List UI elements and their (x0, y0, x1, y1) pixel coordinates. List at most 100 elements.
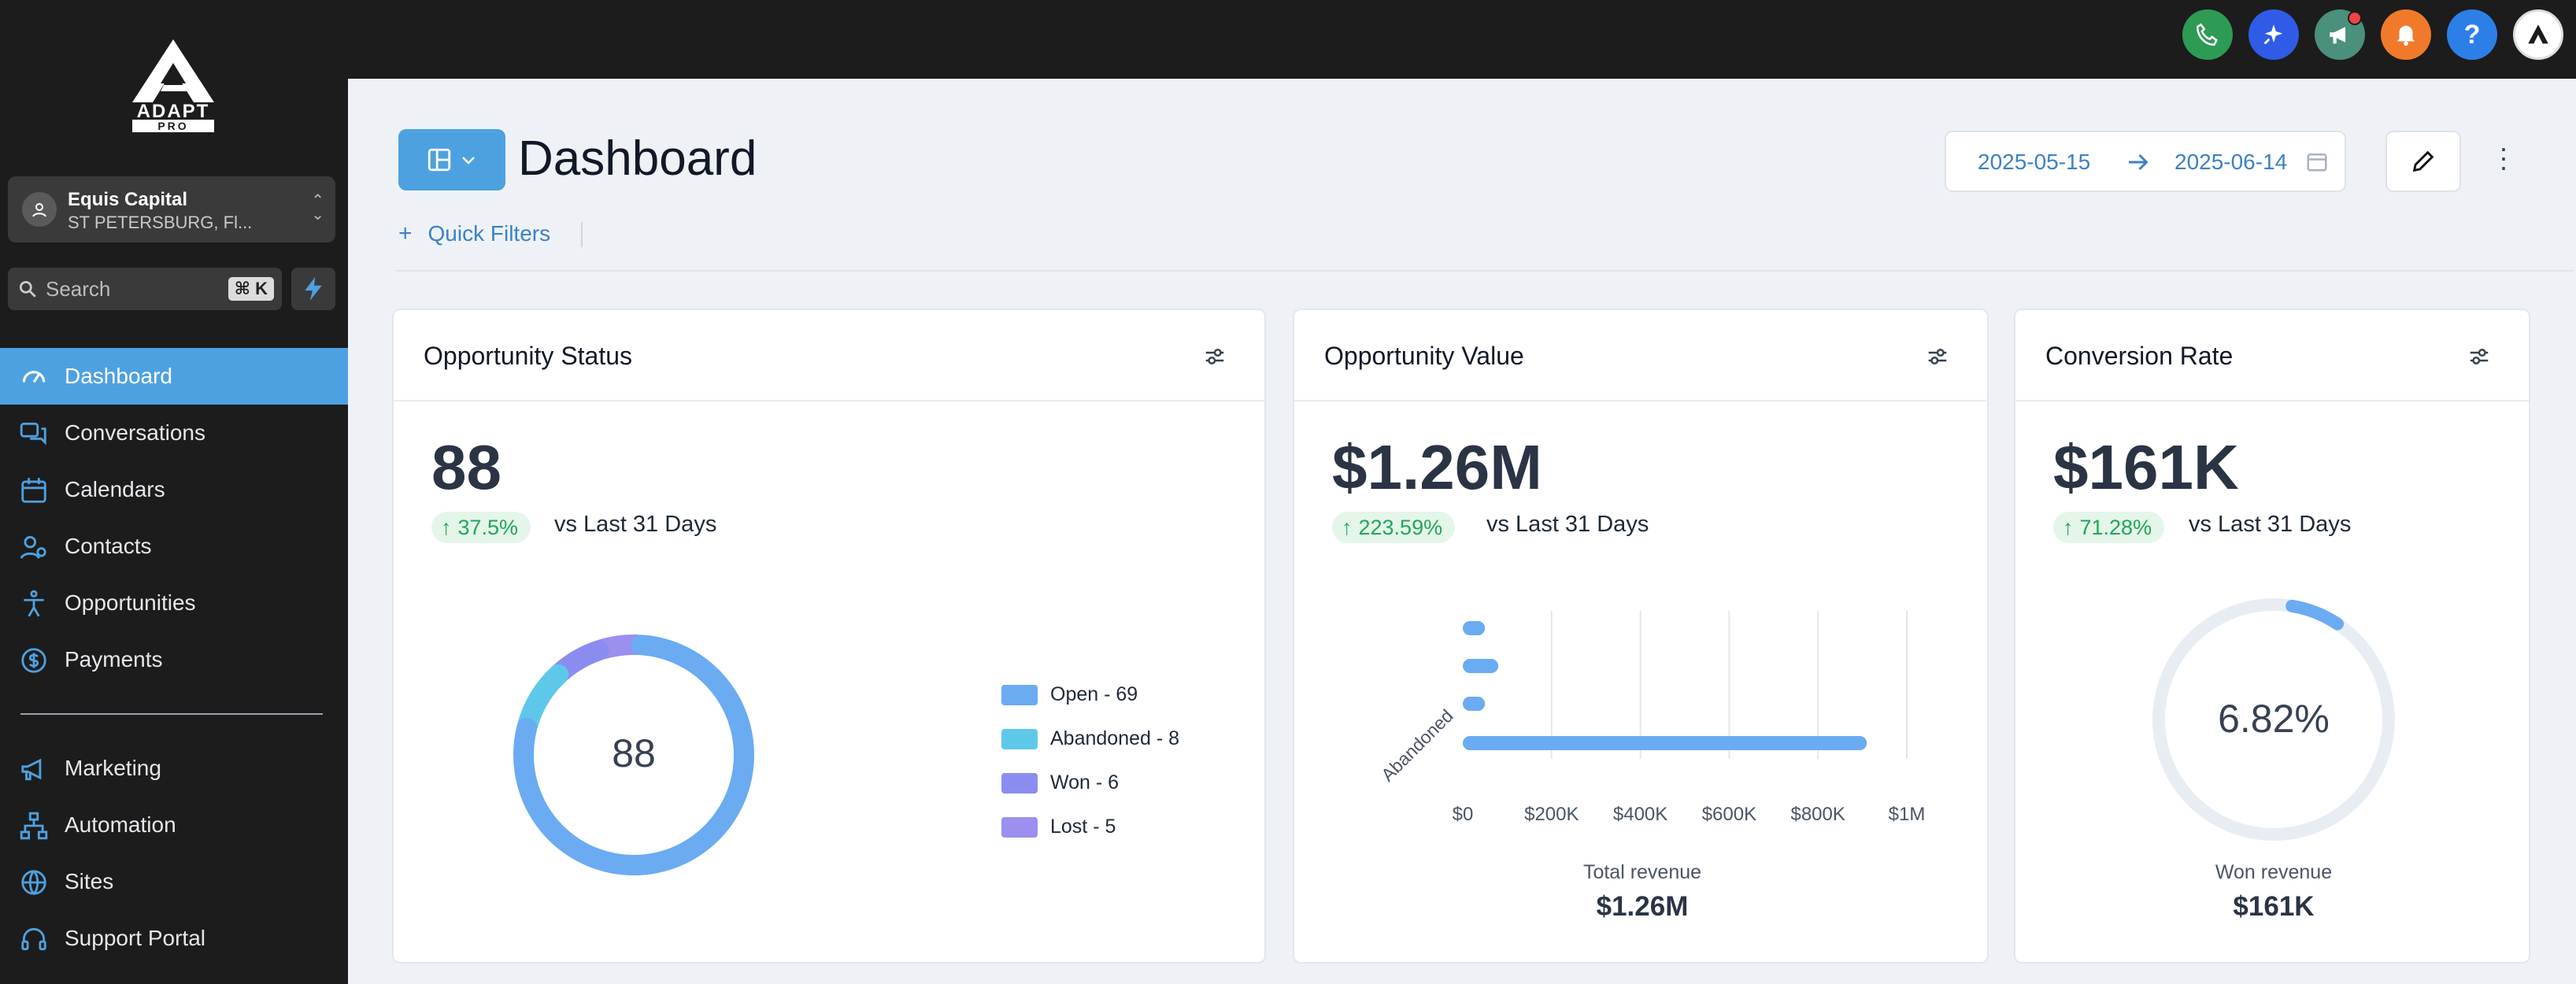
filter-settings-icon[interactable] (1203, 345, 1227, 368)
legend-item[interactable]: Abandoned - 8 (1001, 727, 1179, 750)
search-box[interactable]: ⌘ K (8, 268, 282, 310)
x-tick-label: $400K (1613, 804, 1667, 825)
account-location: ST PETERSBURG, Fl... (68, 213, 253, 232)
location-icon (22, 192, 57, 227)
headset-icon (21, 927, 46, 951)
notification-dot (2348, 11, 2362, 25)
arrow-up-icon: ↑ (441, 515, 452, 539)
sidebar-item-label: Conversations (65, 420, 205, 445)
arrow-right-icon (2129, 154, 2149, 171)
sidebar-item-label: Contacts (65, 534, 152, 558)
donut-slice-abandoned[interactable] (517, 664, 569, 735)
layout-switcher-button[interactable] (398, 129, 505, 191)
sidebar-item-dashboard[interactable]: Dashboard (0, 348, 348, 405)
sidebar-item-calendars[interactable]: Calendars (0, 461, 348, 518)
legend-label: Abandoned - 8 (1050, 727, 1180, 749)
donut-slice-open[interactable] (513, 634, 754, 875)
logo-mark-icon (132, 39, 214, 102)
card-title: Conversion Rate (2045, 342, 2234, 370)
y-category-label: Abandoned (1377, 705, 1457, 786)
account-name: Equis Capital (68, 189, 188, 210)
change-value: 223.59% (1358, 515, 1443, 539)
sidebar-item-payments[interactable]: Payments (0, 631, 348, 688)
sidebar-item-automation[interactable]: Automation (0, 797, 348, 853)
legend-item[interactable]: Open - 69 (1001, 683, 1138, 706)
value-bar[interactable] (1463, 621, 1486, 635)
comparison-label: vs Last 31 Days (2189, 512, 2352, 537)
phone-icon (2196, 23, 2218, 46)
value-bar-chart: $0 $200K $400K $600K $800K $1M Abandoned (1377, 611, 1925, 825)
metric-value: $161K (2053, 432, 2239, 502)
filter-separator (581, 222, 583, 247)
date-end[interactable]: 2025-06-14 (2174, 150, 2288, 174)
change-value: 37.5% (457, 515, 519, 539)
top-bar: ? (348, 0, 2576, 79)
gauge-label: 6.82% (2218, 697, 2330, 741)
sidebar-item-label: Support Portal (65, 926, 205, 950)
announcements-button[interactable] (2315, 9, 2365, 60)
change-badge: ↑ 223.59% (1332, 512, 1456, 543)
value-bar[interactable] (1463, 736, 1867, 750)
shortcut-badge: ⌘ K (228, 277, 274, 301)
contacts-icon (20, 535, 46, 559)
legend-label: Lost - 5 (1050, 816, 1116, 838)
megaphone-icon (21, 758, 42, 781)
account-switcher[interactable]: Equis Capital ST PETERSBURG, Fl... ⌃ ⌄ (8, 176, 335, 242)
nav-divider (20, 713, 323, 715)
date-range-picker[interactable]: 2025-05-15 2025-06-14 (1945, 131, 2346, 192)
metric-value: $1.26M (1332, 432, 1542, 502)
quick-filters-label: Quick Filters (427, 221, 551, 246)
gauge-track (2152, 598, 2395, 841)
card-header: Opportunity Value (1294, 310, 1987, 401)
donut-slice-won[interactable] (550, 640, 609, 683)
arrow-up-icon: ↑ (2063, 515, 2074, 539)
phone-button[interactable] (2182, 9, 2233, 60)
quick-action-button[interactable] (291, 268, 335, 310)
date-start[interactable]: 2025-05-15 (1978, 150, 2091, 174)
sidebar-item-marketing[interactable]: Marketing (0, 740, 348, 797)
sidebar-item-support-portal[interactable]: Support Portal (0, 910, 348, 967)
search-input[interactable] (46, 276, 211, 301)
header-divider (395, 270, 2574, 272)
card-header: Opportunity Status (394, 310, 1264, 401)
opportunity-value-card: Opportunity Value $1.26M ↑ 223.59% vs Las… (1293, 309, 1989, 964)
pencil-icon (2412, 150, 2434, 172)
calendar-icon (2307, 154, 2327, 172)
total-revenue-label: Total revenue (1582, 861, 1702, 883)
comparison-label: vs Last 31 Days (1486, 512, 1649, 537)
legend-item[interactable]: Won - 6 (1001, 771, 1119, 794)
sidebar-item-label: Opportunities (65, 590, 196, 615)
more-options-icon[interactable]: · · · (2499, 131, 2508, 183)
x-tick-label: $0 (1453, 804, 1474, 825)
filter-settings-icon[interactable] (1926, 345, 1949, 368)
edit-dashboard-button[interactable] (2385, 131, 2461, 192)
legend-swatch (1001, 684, 1038, 705)
quick-filters-button[interactable]: + Quick Filters (398, 220, 550, 247)
sidebar-item-conversations[interactable]: Conversations (0, 405, 348, 461)
dollar-icon (21, 648, 46, 673)
sidebar-item-contacts[interactable]: Contacts (0, 518, 348, 575)
ai-button[interactable] (2248, 9, 2299, 60)
change-badge: ↑ 37.5% (431, 512, 531, 543)
won-revenue-value: $161K (2233, 891, 2315, 922)
value-bar[interactable] (1463, 697, 1486, 711)
change-value: 71.28% (2079, 515, 2152, 539)
sidebar-item-opportunities[interactable]: Opportunities (0, 575, 348, 631)
help-button[interactable]: ? (2447, 9, 2497, 60)
sidebar-item-sites[interactable]: Sites (0, 853, 348, 910)
workflow-icon (20, 812, 48, 840)
legend-item[interactable]: Lost - 5 (1001, 816, 1116, 838)
legend-label: Open - 69 (1050, 683, 1138, 705)
main-content: Dashboard + Quick Filters 2025-05-15 202… (348, 79, 2576, 984)
brand-logo[interactable]: ADAPT PRO (126, 39, 220, 137)
search-icon (19, 280, 36, 298)
sidebar-item-label: Dashboard (65, 364, 172, 388)
value-bar[interactable] (1463, 659, 1499, 673)
notifications-button[interactable] (2381, 9, 2431, 60)
logo-name: ADAPT (136, 101, 210, 122)
legend-swatch (1001, 816, 1038, 838)
sidebar-item-label: Payments (65, 647, 163, 671)
filter-settings-icon[interactable] (2467, 345, 2491, 368)
user-avatar[interactable] (2513, 9, 2563, 60)
total-revenue-value: $1.26M (1596, 891, 1689, 922)
